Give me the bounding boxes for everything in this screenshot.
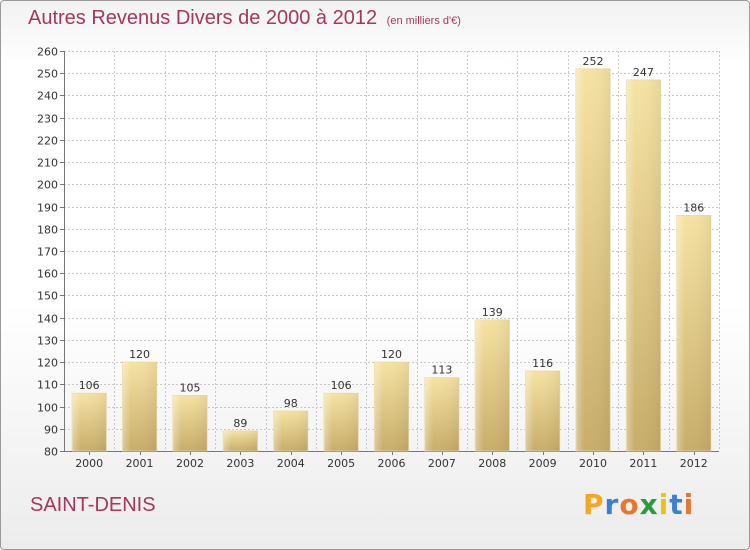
y-tick-label: 150: [37, 290, 58, 303]
bar-highlight: [72, 393, 107, 451]
bar-highlight: [323, 393, 359, 451]
value-label: 106: [331, 379, 352, 392]
y-tick-label: 200: [37, 179, 58, 192]
bar-highlight: [676, 215, 711, 451]
bar-highlight: [223, 431, 258, 451]
x-tick-label: 2012: [680, 457, 708, 470]
y-tick-label: 130: [37, 335, 58, 348]
y-tick-label: 210: [37, 157, 58, 170]
bar-highlight: [172, 395, 208, 451]
y-tick-label: 190: [37, 202, 58, 215]
x-tick-label: 2009: [529, 457, 557, 470]
value-label: 89: [233, 417, 247, 430]
axes: [60, 51, 719, 455]
x-tick-label: 2008: [478, 457, 506, 470]
bar-highlight: [475, 319, 510, 451]
y-tick-label: 90: [44, 424, 58, 437]
value-label: 252: [583, 55, 604, 68]
y-tick-label: 240: [37, 90, 58, 103]
bar-highlight: [122, 362, 157, 451]
x-tick-label: 2001: [126, 457, 154, 470]
title-text: Autres Revenus Divers de 2000 à 2012: [28, 7, 378, 29]
bar-highlight: [525, 371, 560, 451]
subtitle-text: (en milliers d'€): [386, 15, 461, 27]
bar-highlight: [424, 377, 460, 451]
logo-letter: i: [658, 488, 670, 521]
y-tick-label: 100: [37, 402, 58, 415]
value-label: 105: [179, 381, 200, 394]
x-tick-label: 2007: [428, 457, 456, 470]
value-label: 106: [79, 379, 100, 392]
logo-letter: r: [604, 488, 620, 521]
x-tick-label: 2004: [277, 457, 305, 470]
value-label: 120: [129, 348, 150, 361]
value-label: 139: [482, 306, 503, 319]
bar-highlight: [273, 411, 308, 451]
logo-letter: t: [669, 488, 684, 521]
value-label: 120: [381, 348, 402, 361]
y-tick-label: 110: [37, 379, 58, 392]
value-label: 98: [284, 397, 298, 410]
x-tick-label: 2006: [378, 457, 406, 470]
x-tick-label: 2005: [327, 457, 355, 470]
y-tick-label: 220: [37, 135, 58, 148]
y-tick-label: 120: [37, 357, 58, 370]
x-tick-label: 2003: [226, 457, 254, 470]
x-tick-label: 2000: [75, 457, 103, 470]
value-label: 116: [532, 357, 553, 370]
value-label: 247: [633, 66, 654, 79]
logo-letter: i: [683, 488, 695, 521]
chart-title: Autres Revenus Divers de 2000 à 2012 (en…: [28, 7, 461, 30]
labels: 8090100110120130140150160170180190200210…: [37, 46, 708, 471]
proxiti-logo: Proxiti: [583, 488, 694, 521]
y-tick-label: 160: [37, 268, 58, 281]
y-tick-label: 170: [37, 246, 58, 259]
bar-highlight: [374, 362, 409, 451]
location-label: SAINT-DENIS: [30, 494, 156, 516]
logo-letter: x: [639, 488, 659, 521]
x-tick-label: 2010: [579, 457, 607, 470]
bars: [71, 68, 712, 452]
y-tick-label: 250: [37, 68, 58, 81]
y-tick-label: 180: [37, 224, 58, 237]
bar-highlight: [575, 68, 611, 452]
logo-letter: o: [619, 488, 640, 521]
bar-highlight: [626, 79, 661, 451]
logo-letter: P: [583, 488, 605, 521]
y-tick-label: 140: [37, 313, 58, 326]
value-label: 186: [683, 201, 704, 214]
value-label: 113: [431, 364, 452, 377]
x-tick-label: 2011: [629, 457, 657, 470]
y-tick-label: 80: [44, 446, 58, 459]
y-tick-label: 230: [37, 113, 58, 126]
x-tick-label: 2002: [176, 457, 204, 470]
y-tick-label: 260: [37, 46, 58, 59]
